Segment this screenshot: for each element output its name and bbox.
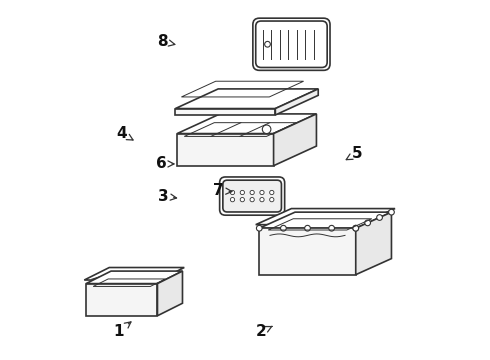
Polygon shape [157, 271, 182, 316]
Polygon shape [259, 228, 356, 275]
FancyBboxPatch shape [256, 21, 327, 67]
Circle shape [230, 198, 235, 202]
Circle shape [377, 215, 382, 220]
Text: 7: 7 [213, 183, 232, 198]
Circle shape [265, 41, 270, 47]
Polygon shape [92, 274, 170, 279]
Polygon shape [86, 271, 182, 284]
Circle shape [262, 125, 271, 134]
Circle shape [270, 190, 274, 195]
Polygon shape [175, 109, 275, 115]
Circle shape [389, 209, 394, 215]
Polygon shape [177, 134, 273, 166]
Circle shape [329, 225, 335, 231]
FancyBboxPatch shape [223, 180, 281, 212]
Circle shape [353, 225, 359, 231]
Polygon shape [177, 114, 317, 134]
Text: 8: 8 [157, 34, 175, 49]
Circle shape [240, 190, 245, 195]
Text: 1: 1 [113, 322, 131, 339]
Text: 3: 3 [157, 189, 176, 203]
Circle shape [230, 190, 235, 195]
Circle shape [260, 198, 264, 202]
Circle shape [250, 198, 254, 202]
Polygon shape [259, 212, 392, 228]
Circle shape [305, 225, 310, 231]
Text: 4: 4 [117, 126, 133, 141]
Polygon shape [175, 89, 318, 109]
Circle shape [260, 190, 264, 195]
Circle shape [250, 190, 254, 195]
Circle shape [365, 220, 370, 226]
Circle shape [270, 198, 274, 202]
Polygon shape [275, 89, 318, 115]
Text: 2: 2 [256, 324, 272, 339]
Polygon shape [273, 114, 317, 166]
Text: 6: 6 [156, 157, 174, 171]
Circle shape [256, 225, 262, 231]
Polygon shape [86, 284, 157, 316]
Polygon shape [256, 208, 395, 225]
Polygon shape [356, 212, 392, 275]
Circle shape [240, 198, 245, 202]
Text: 5: 5 [346, 146, 363, 161]
Polygon shape [84, 267, 184, 280]
Circle shape [281, 225, 286, 231]
Circle shape [353, 225, 359, 231]
